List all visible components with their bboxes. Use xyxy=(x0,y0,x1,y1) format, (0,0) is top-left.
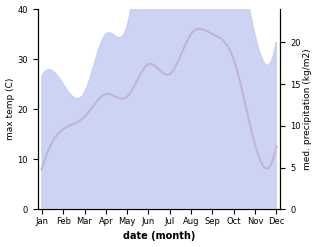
Y-axis label: med. precipitation (kg/m2): med. precipitation (kg/m2) xyxy=(303,48,313,170)
Y-axis label: max temp (C): max temp (C) xyxy=(5,78,15,140)
X-axis label: date (month): date (month) xyxy=(123,231,195,242)
